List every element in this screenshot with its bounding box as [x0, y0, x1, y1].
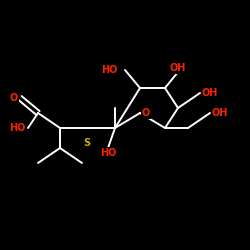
Text: O: O: [142, 108, 150, 118]
Text: O: O: [10, 93, 18, 103]
Text: S: S: [84, 138, 90, 148]
Text: OH: OH: [212, 108, 228, 118]
Text: HO: HO: [102, 65, 118, 75]
Text: HO: HO: [100, 148, 116, 158]
Text: HO: HO: [10, 123, 26, 133]
Text: OH: OH: [202, 88, 218, 98]
Text: OH: OH: [170, 63, 186, 73]
Text: S: S: [84, 138, 90, 148]
